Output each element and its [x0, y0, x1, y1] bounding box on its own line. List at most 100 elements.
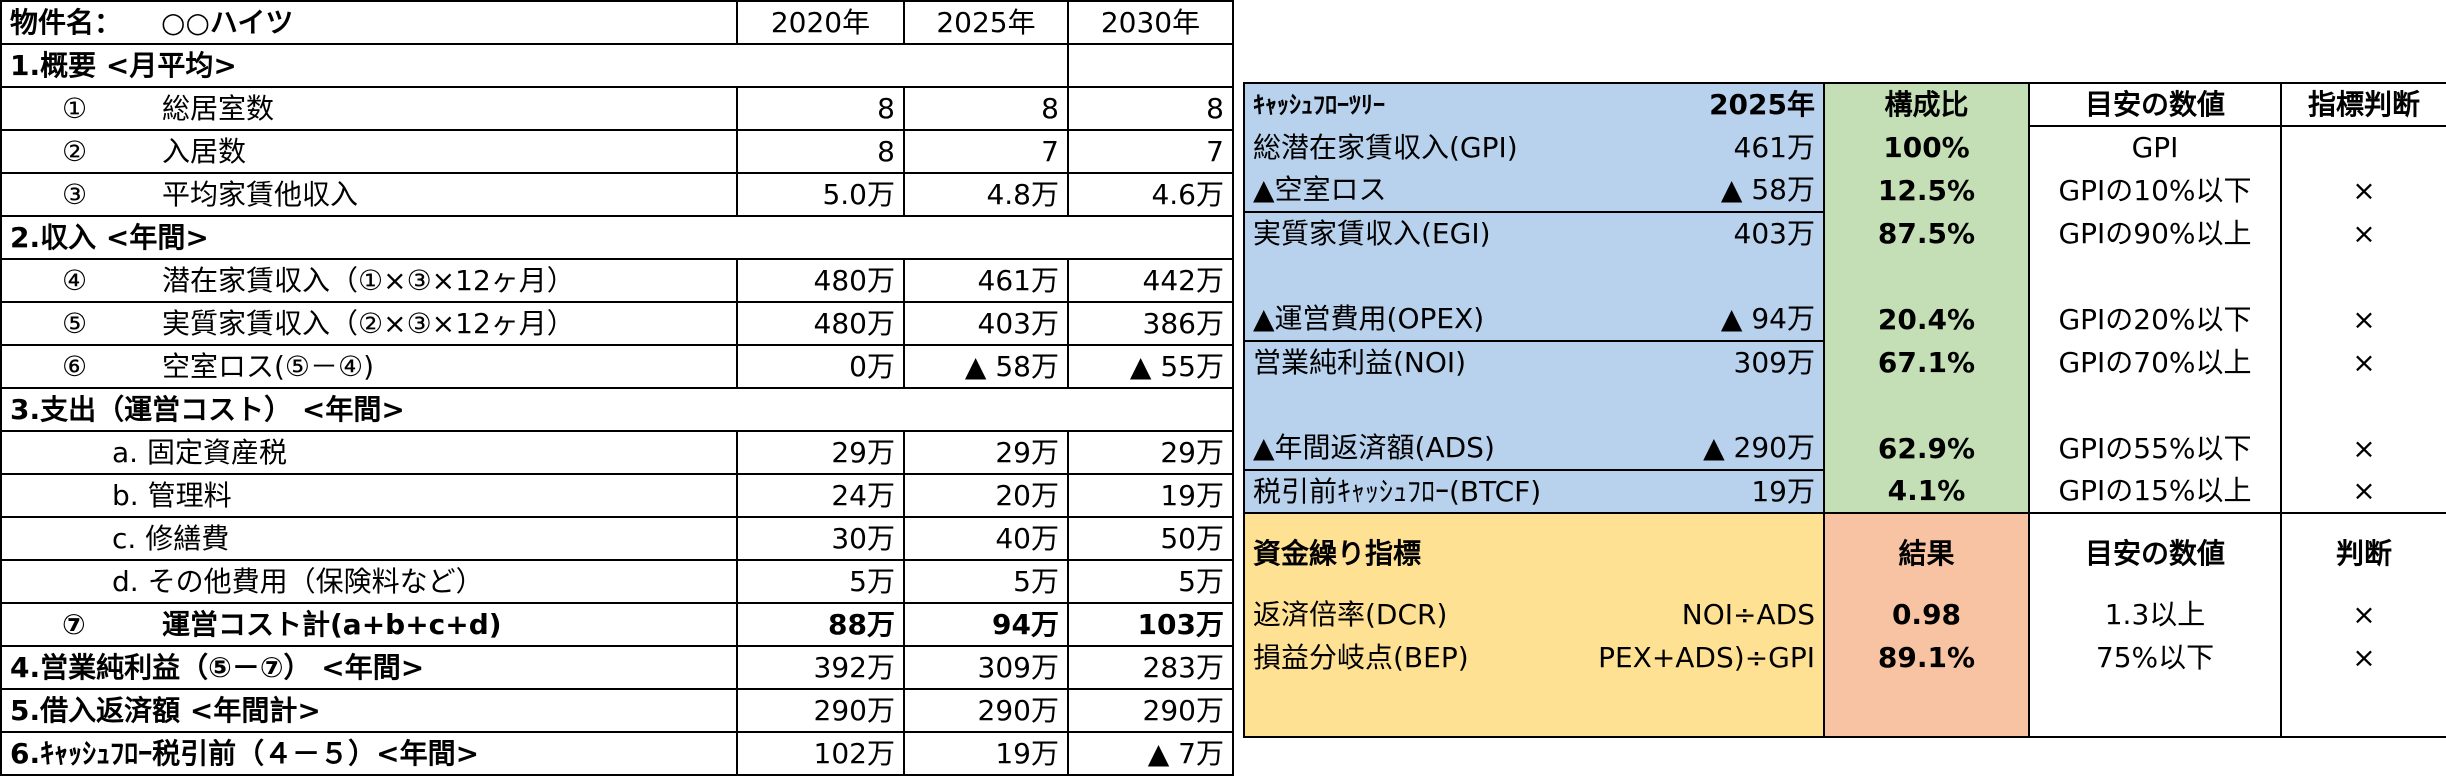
cashflow-tree-table: ｷｬｯｼｭﾌﾛｰﾂﾘｰ 2025年 構成比 目安の数値 指標判断 総潜在家賃収入(… — [1243, 82, 2446, 738]
judge-cell — [2280, 126, 2446, 169]
table-cell[interactable]: 392万 — [736, 645, 905, 690]
tree-row: 総潜在家賃収入(GPI) 461万 100% GPI — [1243, 126, 2446, 169]
target-cell: GPIの90%以上 — [2028, 212, 2282, 255]
header-row: 物件名： ○○ハイツ 2020年 2025年 2030年 — [0, 0, 1234, 45]
table-cell[interactable]: 24万 — [736, 473, 905, 518]
table-cell[interactable]: 5万 — [736, 559, 905, 604]
judge-spacer — [2280, 384, 2446, 427]
total-row: ⑦ 運営コスト計(a+b+c+d) 88万 94万 103万 — [0, 602, 1234, 647]
result-header: 結果 — [1823, 512, 2030, 593]
target-spacer — [2028, 255, 2282, 298]
year-header-2025: 2025年 — [903, 0, 1069, 45]
table-cell[interactable]: 283万 — [1067, 645, 1234, 690]
empty-cell — [1067, 43, 1234, 88]
table-cell[interactable]: 40万 — [903, 516, 1069, 561]
table-cell[interactable]: 290万 — [903, 688, 1069, 733]
result-spacer — [1823, 679, 2030, 738]
row-label: ⑤ 実質家賃収入（②×③×12ヶ月） — [0, 301, 738, 346]
table-cell[interactable]: 102万 — [736, 731, 905, 776]
table-cell[interactable]: 20万 — [903, 473, 1069, 518]
table-cell[interactable]: 103万 — [1067, 602, 1234, 647]
table-row: b. 管理料 24万 20万 19万 — [0, 473, 1234, 518]
judge-cell: × — [2280, 169, 2446, 212]
table-cell[interactable]: 442万 — [1067, 258, 1234, 303]
table-cell[interactable]: ▲ 58万 — [903, 344, 1069, 389]
judge-cell: × — [2280, 470, 2446, 514]
fund-item: 損益分岐点(BEP) PEX+ADS)÷GPI — [1243, 636, 1825, 679]
table-cell[interactable]: 461万 — [903, 258, 1069, 303]
fund-spacer — [1243, 679, 1825, 738]
table-cell[interactable]: 290万 — [736, 688, 905, 733]
tree-item: 実質家賃収入(EGI) 403万 — [1243, 211, 1825, 255]
row-label: b. 管理料 — [0, 473, 738, 518]
property-name-cell[interactable]: 物件名： ○○ハイツ — [0, 0, 738, 45]
tree-header-row: ｷｬｯｼｭﾌﾛｰﾂﾘｰ 2025年 構成比 目安の数値 指標判断 — [1243, 82, 2446, 127]
tree-row: ▲年間返済額(ADS) ▲ 290万 62.9% GPIの55%以下 × — [1243, 427, 2446, 471]
ratio-cell[interactable]: 100% — [1823, 126, 2030, 169]
tree-item: ▲運営費用(OPEX) ▲ 94万 — [1243, 298, 1825, 342]
table-cell[interactable]: 403万 — [903, 301, 1069, 346]
ratio-cell[interactable]: 20.4% — [1823, 298, 2030, 341]
table-cell[interactable]: 386万 — [1067, 301, 1234, 346]
table-row: d. その他費用（保険料など） 5万 5万 5万 — [0, 559, 1234, 604]
table-cell[interactable]: 8 — [736, 129, 905, 174]
table-cell[interactable]: 290万 — [1067, 688, 1234, 733]
table-cell[interactable]: 30万 — [736, 516, 905, 561]
section-cashflow: 6.ｷｬｯｼｭﾌﾛｰ税引前（４－５）<年間> — [0, 731, 738, 776]
table-cell[interactable]: 480万 — [736, 258, 905, 303]
section-income: 2.収入 <年間> — [0, 215, 1234, 260]
section-row: 2.収入 <年間> — [0, 215, 1234, 260]
result-cell[interactable]: 0.98 — [1823, 593, 2030, 636]
table-cell[interactable]: 50万 — [1067, 516, 1234, 561]
table-cell[interactable]: 5万 — [903, 559, 1069, 604]
table-cell[interactable]: 4.8万 — [903, 172, 1069, 217]
target-cell: GPIの20%以下 — [2028, 298, 2282, 341]
ratio-spacer — [1823, 384, 2030, 427]
ratio-cell[interactable]: 67.1% — [1823, 341, 2030, 384]
ratio-cell[interactable]: 62.9% — [1823, 427, 2030, 470]
ratio-spacer — [1823, 255, 2030, 298]
ratio-cell[interactable]: 87.5% — [1823, 212, 2030, 255]
table-cell[interactable]: 29万 — [903, 430, 1069, 475]
table-cell[interactable]: 8 — [1067, 86, 1234, 131]
judge-cell: × — [2280, 427, 2446, 470]
table-cell[interactable]: 309万 — [903, 645, 1069, 690]
judge-cell: × — [2280, 212, 2446, 255]
year-header-2030: 2030年 — [1067, 0, 1234, 45]
target-cell: GPIの70%以上 — [2028, 341, 2282, 384]
table-cell[interactable]: 19万 — [903, 731, 1069, 776]
judge-header-2: 判断 — [2280, 512, 2446, 593]
table-cell[interactable]: 29万 — [1067, 430, 1234, 475]
table-cell[interactable]: 8 — [903, 86, 1069, 131]
table-cell[interactable]: 5.0万 — [736, 172, 905, 217]
table-cell[interactable]: ▲ 7万 — [1067, 731, 1234, 776]
table-cell[interactable]: 8 — [736, 86, 905, 131]
target-cell: GPI — [2028, 126, 2282, 169]
table-cell[interactable]: 94万 — [903, 602, 1069, 647]
table-cell[interactable]: 7 — [1067, 129, 1234, 174]
table-cell[interactable]: 29万 — [736, 430, 905, 475]
ratio-cell[interactable]: 12.5% — [1823, 169, 2030, 212]
row-label: ③ 平均家賃他収入 — [0, 172, 738, 217]
table-cell[interactable]: 480万 — [736, 301, 905, 346]
tree-item: ▲年間返済額(ADS) ▲ 290万 — [1243, 427, 1825, 471]
target-spacer — [2028, 679, 2282, 738]
fund-item: 返済倍率(DCR) NOI÷ADS — [1243, 593, 1825, 636]
section-row: 3.支出（運営コスト） <年間> — [0, 387, 1234, 432]
table-cell[interactable]: 4.6万 — [1067, 172, 1234, 217]
table-cell[interactable]: 0万 — [736, 344, 905, 389]
table-cell[interactable]: 19万 — [1067, 473, 1234, 518]
table-row: ③ 平均家賃他収入 5.0万 4.8万 4.6万 — [0, 172, 1234, 217]
table-cell[interactable]: 88万 — [736, 602, 905, 647]
table-cell[interactable]: 7 — [903, 129, 1069, 174]
judge-spacer — [2280, 679, 2446, 738]
ratio-cell[interactable]: 4.1% — [1823, 470, 2030, 514]
tree-item: 税引前ｷｬｯｼｭﾌﾛｰ(BTCF) 19万 — [1243, 469, 1825, 514]
judge-header: 指標判断 — [2280, 82, 2446, 127]
target-spacer — [2028, 384, 2282, 427]
row-label: ① 総居室数 — [0, 86, 738, 131]
table-cell[interactable]: ▲ 55万 — [1067, 344, 1234, 389]
result-cell[interactable]: 89.1% — [1823, 636, 2030, 679]
table-cell[interactable]: 5万 — [1067, 559, 1234, 604]
target-cell: GPIの10%以下 — [2028, 169, 2282, 212]
